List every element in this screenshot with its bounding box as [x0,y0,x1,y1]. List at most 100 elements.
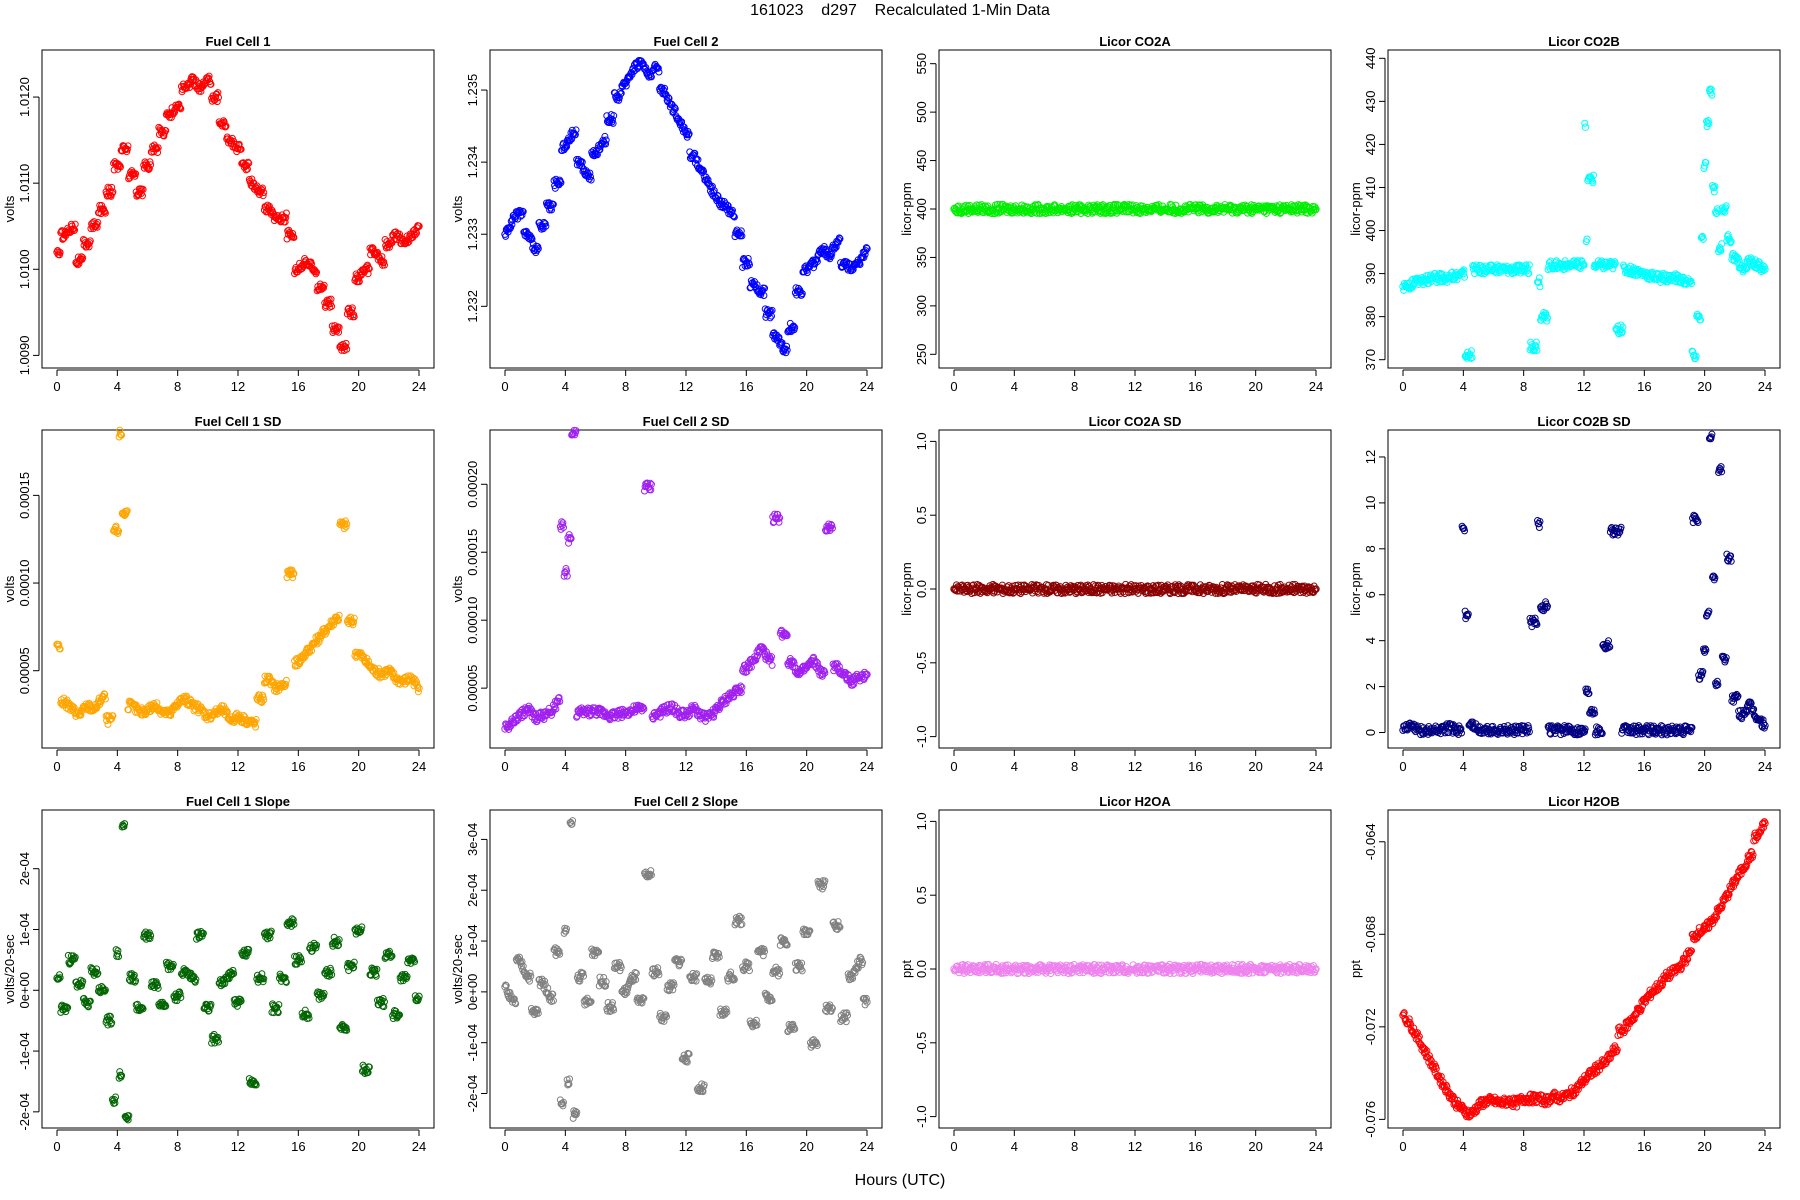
x-tick-label: 0 [53,379,60,394]
panel-1: Fuel Cell 10 4 8 12 16 20 241.00901.01001.0110… [2,34,435,394]
data-point [768,306,776,314]
data-point [586,169,594,177]
x-tick-label: 4 [1011,759,1018,774]
x-tick-label: 8 [1071,759,1078,774]
x-tick-label: 8 [1520,379,1527,394]
x-tick-label: 8 [622,759,629,774]
data-point [796,288,804,296]
data-point [768,661,776,669]
data-point [704,176,712,184]
data-point [586,173,594,181]
data-point [335,323,343,331]
data-point [572,126,580,134]
y-tick-label: 500 [914,101,929,123]
x-tick-label: 8 [1520,759,1527,774]
data-point [177,105,185,113]
y-tick-label: 0 [1363,729,1378,736]
data-point [608,116,616,124]
data-point [596,146,604,154]
x-tick-label: 8 [174,379,181,394]
panel-title: Fuel Cell 1 Slope [186,794,290,809]
data-point [259,192,267,200]
data-point [214,89,222,97]
data-point [414,222,422,230]
data-point [365,264,373,272]
y-axis-label: volts/20-sec [2,934,17,1004]
x-tick-label: 16 [1637,379,1651,394]
data-point [222,122,230,130]
y-tick-label: 10 [1363,496,1378,510]
x-tick-label: 24 [1309,759,1323,774]
data-point [610,112,618,120]
data-point [327,295,335,303]
y-tick-label: 400 [914,198,929,220]
x-tick-label: 20 [1248,379,1262,394]
x-tick-label: 20 [799,759,813,774]
y-tick-label: 0.00010 [17,560,32,607]
data-point [104,183,112,191]
data-point [617,90,625,98]
data-point [259,184,267,192]
data-point [197,87,205,95]
y-tick-label: 1.233 [465,218,480,251]
data-point [146,158,154,166]
data-point [380,258,388,266]
x-tick-label: 24 [1758,759,1772,774]
data-point [700,167,708,175]
data-point [127,170,135,178]
x-tick-label: 20 [1697,759,1711,774]
y-tick-label: 1.0 [914,432,929,450]
panel-6: Fuel Cell 2 SD0 4 8 12 16 20 240.000050.000100… [450,414,883,774]
data-point [289,229,297,237]
data-point [798,290,806,298]
y-tick-label: 400 [1363,220,1378,242]
data-point [528,235,536,243]
y-axis-label: licor-ppm [1348,562,1363,615]
data-point [694,156,702,164]
data-points [1399,430,1769,739]
data-point [810,264,818,272]
data-point [508,221,516,229]
data-point [220,118,228,126]
panel-title: Licor CO2B [1548,34,1620,49]
data-point [145,165,153,173]
data-point [98,202,106,210]
data-point [832,243,840,251]
data-point [1031,201,1039,209]
x-tick-label: 12 [231,759,245,774]
x-tick-label: 4 [1011,379,1018,394]
data-point [533,246,541,254]
y-tick-label: 550 [914,53,929,75]
data-point [56,248,64,256]
data-point [94,218,102,226]
x-tick-label: 4 [1460,759,1467,774]
data-point [809,256,817,264]
data-point [566,136,574,144]
data-point [162,127,170,135]
x-tick-label: 24 [860,379,874,394]
data-point [609,119,617,127]
data-point [766,314,774,322]
data-point [767,307,775,315]
data-point [622,82,630,90]
y-tick-label: 1.0100 [17,249,32,289]
panel-5: Fuel Cell 1 SD0 4 8 12 16 20 240.000050.000100… [2,414,435,774]
data-point [368,244,376,252]
data-point [411,231,419,239]
x-tick-label: 8 [174,1139,181,1154]
y-tick-label: 2 [1363,683,1378,690]
x-tick-label: 12 [231,379,245,394]
data-point [319,283,327,291]
data-point [737,227,745,235]
y-tick-label: 12 [1363,450,1378,464]
x-tick-label: 4 [1460,379,1467,394]
x-tick-label: 0 [1399,379,1406,394]
x-tick-label: 24 [860,759,874,774]
y-axis-label: volts [2,575,17,602]
x-tick-label: 16 [291,379,305,394]
data-point [319,284,327,292]
